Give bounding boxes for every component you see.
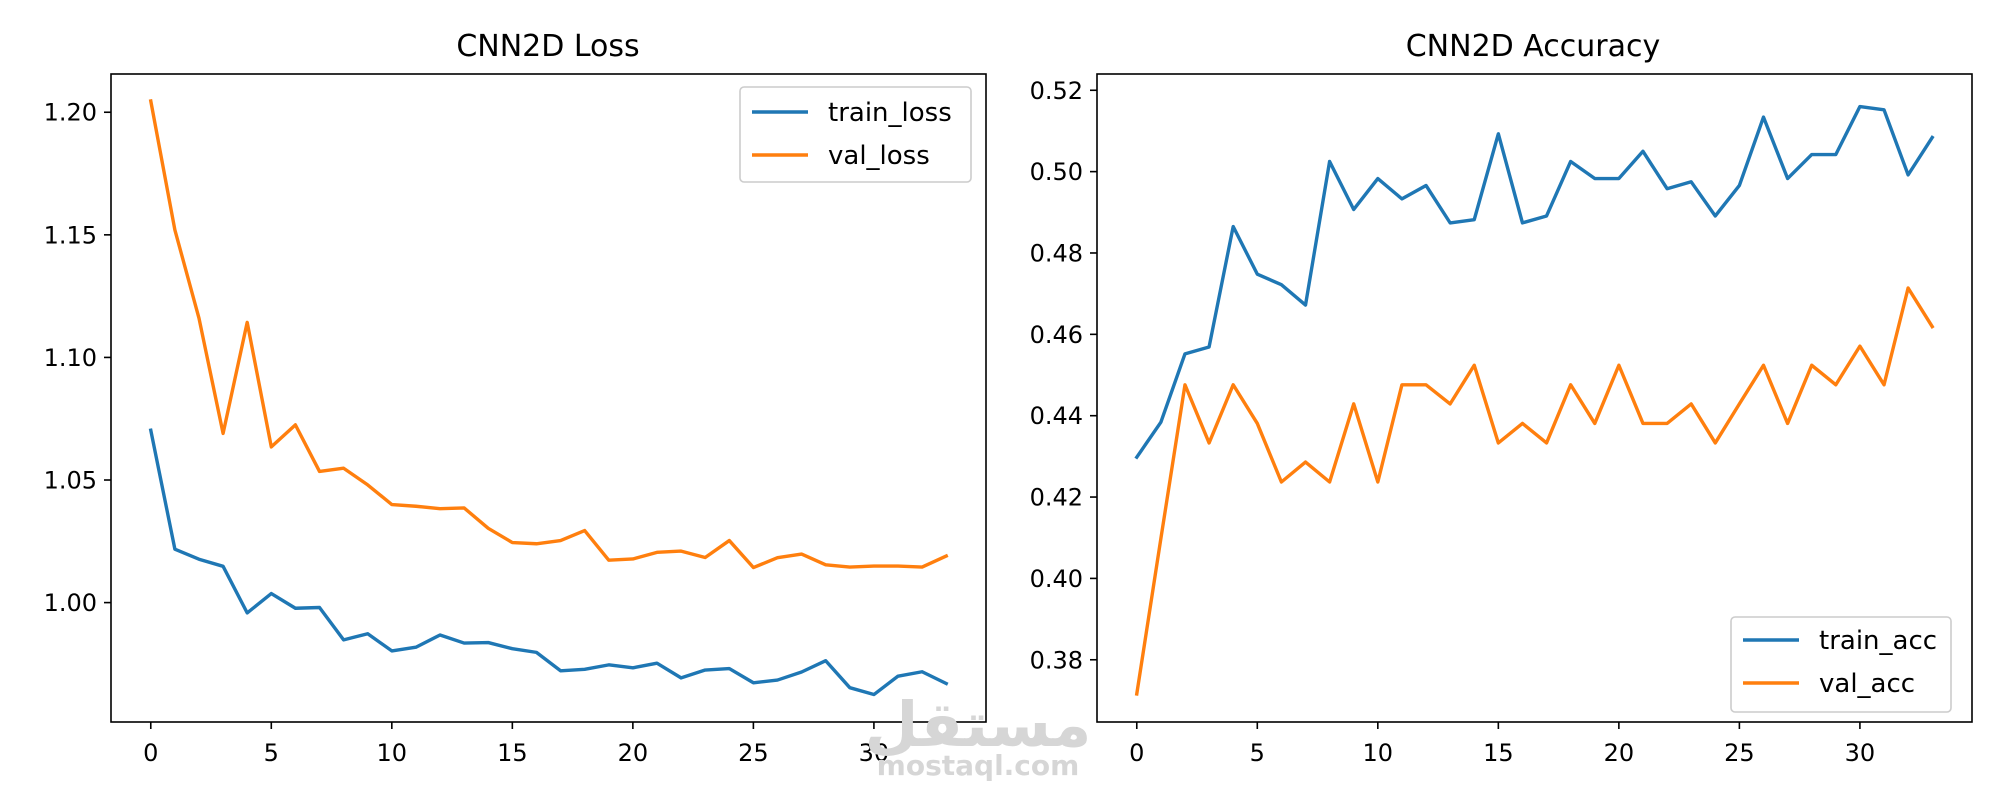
- accuracy-chart: CNN2D Accuracy 0 5 10 15 20 25 300.380.400.420…: [1030, 29, 1973, 767]
- loss-x-tick-label: 10: [377, 739, 408, 767]
- accuracy-legend-val-label: val_acc: [1819, 669, 1915, 699]
- loss-y-tick-label: 1.00: [44, 589, 97, 617]
- accuracy-y-tick-label: 0.44: [1030, 402, 1083, 430]
- accuracy-x-tick-label: 25: [1724, 739, 1755, 767]
- loss-x-tick-label: 25: [738, 739, 769, 767]
- accuracy-x-tick-label: 30: [1845, 739, 1876, 767]
- accuracy-y-tick-label: 0.42: [1030, 484, 1083, 512]
- loss-y-tick-label: 1.05: [44, 467, 97, 495]
- accuracy-x-tick-label: 0: [1129, 739, 1144, 767]
- loss-y-tick-label: 1.15: [44, 221, 97, 249]
- loss-y-tick-label: 1.20: [44, 99, 97, 127]
- accuracy-x-tick-label: 5: [1250, 739, 1265, 767]
- accuracy-y-tick-label: 0.40: [1030, 565, 1083, 593]
- loss-x-tick-label: 5: [264, 739, 279, 767]
- accuracy-y-tick-label: 0.38: [1030, 646, 1083, 674]
- accuracy-axes-frame: [1096, 73, 1973, 723]
- accuracy-y-tick-label: 0.50: [1030, 158, 1083, 186]
- accuracy-y-tick-label: 0.48: [1030, 239, 1083, 267]
- loss-axes-frame: [110, 73, 987, 723]
- loss-x-tick-label: 0: [143, 739, 158, 767]
- loss-chart-plot-area: 0 5 10 15 20 25 30 1.00 1.05 1.10 1.15 1.20: [44, 73, 987, 767]
- accuracy-chart-plot-area: 0 5 10 15 20 25 30 0.38 0.40 0.42 0.44 0.46 0.48 0.50…: [1030, 73, 1973, 767]
- loss-series-train_loss: [148, 428, 949, 697]
- accuracy-y-tick-label: 0.46: [1030, 321, 1083, 349]
- accuracy-y-tick-label: 0.52: [1030, 77, 1083, 105]
- accuracy-series-train_acc: [1134, 104, 1935, 460]
- watermark-latin: mostaql.com: [877, 749, 1080, 782]
- loss-x-tick-label: 15: [497, 739, 528, 767]
- accuracy-legend-train-label: train_acc: [1819, 626, 1937, 656]
- accuracy-legend: train_acc val_acc: [1730, 616, 1952, 713]
- loss-legend-train-label: train_loss: [828, 98, 952, 128]
- watermark-arabic: مستقل: [865, 688, 1092, 761]
- loss-y-tick-label: 1.10: [44, 344, 97, 372]
- accuracy-series-val_acc: [1134, 286, 1935, 696]
- loss-legend-val-label: val_loss: [828, 141, 930, 171]
- loss-chart-title: CNN2D Loss: [456, 29, 639, 64]
- accuracy-x-tick-label: 20: [1604, 739, 1635, 767]
- mostaql-watermark: مستقل mostaql.com: [865, 688, 1092, 782]
- loss-legend: train_loss val_loss: [739, 86, 972, 183]
- accuracy-x-tick-label: 10: [1363, 739, 1394, 767]
- loss-x-tick-label: 20: [618, 739, 649, 767]
- loss-series-val_loss: [148, 98, 949, 570]
- accuracy-x-tick-label: 15: [1483, 739, 1514, 767]
- accuracy-chart-title: CNN2D Accuracy: [1406, 29, 1661, 64]
- loss-chart: CNN2D Loss 0 5 10 15 20 25 30 1.00 1.05 1.10 1.15 1…: [44, 29, 987, 767]
- loss-x-tick-label: 30: [859, 739, 890, 767]
